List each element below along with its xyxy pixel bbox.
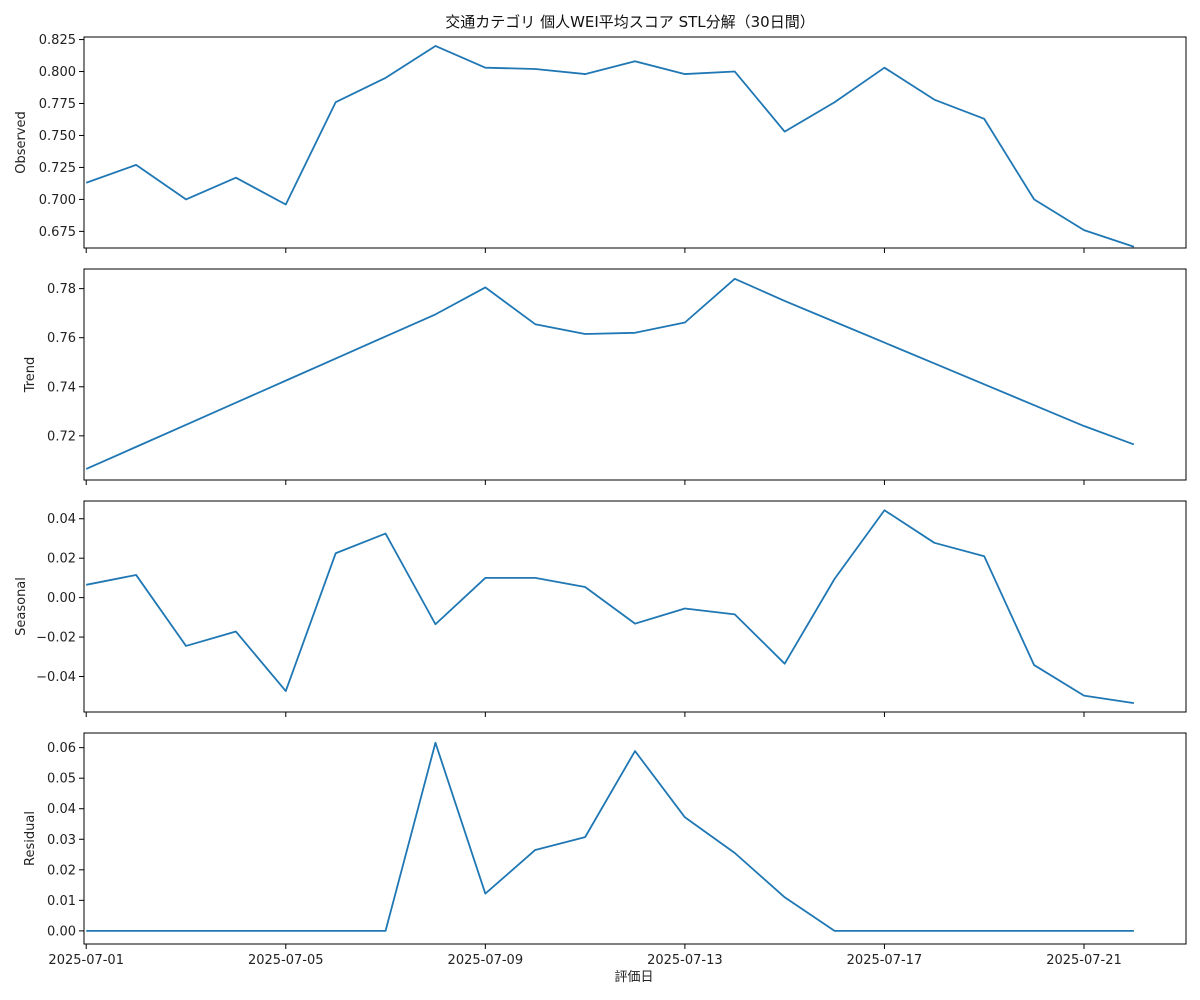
y-tick-label-residual-0: 0.00 [47,924,76,939]
y-tick-label-observed-5: 0.800 [39,65,76,80]
y-tick-label-observed-1: 0.700 [39,193,76,208]
y-tick-label-observed-0: 0.675 [39,225,76,240]
y-tick-label-residual-1: 0.01 [47,894,76,909]
y-tick-label-seasonal-3: 0.02 [47,552,76,567]
x-tick-label-2: 2025-07-09 [448,953,524,968]
panel-residual: 0.00 0.01 0.02 0.03 0.04 0.05 0.06 2025-07-01 20… [23,732,1187,968]
y-axis-title-residual: Residual [23,811,38,866]
chart-title: 交通カテゴリ 個人WEI平均スコア STL分解（30日間） [445,13,814,31]
panel-trend: 0.72 0.74 0.76 0.78 Trend [23,268,1187,485]
plot-frame-trend [83,268,1187,481]
plot-frame-residual [83,732,1187,945]
panel-seasonal: −0.04 −0.02 0.00 0.02 0.04 Seasonal [14,500,1187,717]
y-tick-label-seasonal-0: −0.04 [36,670,76,685]
series-line-residual [86,741,1134,932]
y-axis-title-observed: Observed [14,111,29,174]
x-tick-label-3: 2025-07-13 [647,953,723,968]
panels-group: 0.675 0.700 0.725 0.750 0.775 0.800 0.825 Obser… [14,33,1187,968]
x-tick-label-4: 2025-07-17 [847,953,923,968]
y-tick-label-residual-2: 0.02 [47,863,76,878]
plot-frame-seasonal [83,500,1187,713]
y-tick-label-trend-2: 0.76 [47,331,76,346]
y-tick-label-residual-5: 0.05 [47,772,76,787]
y-tick-label-trend-1: 0.74 [47,380,76,395]
series-line-trend [85,277,1135,470]
x-axis-title: 評価日 [614,970,653,985]
x-tick-label-0: 2025-07-01 [48,953,124,968]
series-line-observed [85,45,1135,248]
y-tick-label-trend-0: 0.72 [47,429,76,444]
y-tick-label-trend-3: 0.78 [47,282,76,297]
y-tick-label-observed-6: 0.825 [39,33,76,48]
plot-frame-observed [83,36,1187,249]
y-axis-title-seasonal: Seasonal [14,577,29,636]
y-tick-label-observed-2: 0.725 [39,161,76,176]
x-tick-label-1: 2025-07-05 [248,953,324,968]
y-tick-label-seasonal-1: −0.02 [36,631,76,646]
y-tick-label-residual-6: 0.06 [47,741,76,756]
y-tick-label-seasonal-2: 0.00 [47,591,76,606]
y-tick-label-observed-3: 0.750 [39,129,76,144]
y-tick-label-seasonal-4: 0.04 [47,512,76,527]
y-tick-label-residual-4: 0.04 [47,802,76,817]
panel-observed: 0.675 0.700 0.725 0.750 0.775 0.800 0.825 Obser… [14,33,1187,253]
y-tick-label-observed-4: 0.775 [39,97,76,112]
x-tick-label-5: 2025-07-21 [1046,953,1122,968]
series-line-seasonal [86,509,1135,705]
y-tick-label-residual-3: 0.03 [47,833,76,848]
y-axis-title-trend: Trend [23,357,38,394]
